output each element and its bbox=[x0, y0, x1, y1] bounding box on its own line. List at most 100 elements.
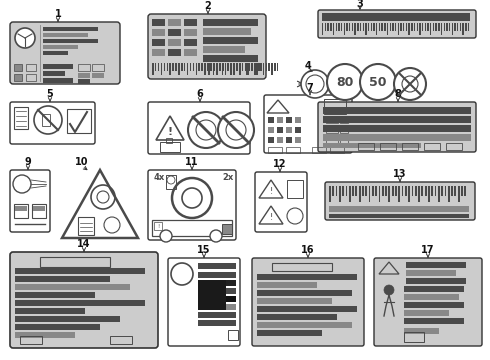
Bar bbox=[203, 28, 251, 35]
Bar bbox=[196, 63, 197, 75]
Bar bbox=[227, 63, 229, 71]
Bar bbox=[425, 186, 426, 196]
Bar bbox=[259, 63, 261, 71]
Bar bbox=[323, 134, 471, 141]
Bar bbox=[449, 23, 450, 31]
Bar bbox=[42, 114, 50, 126]
Bar bbox=[443, 23, 445, 31]
Bar bbox=[222, 63, 223, 71]
Bar bbox=[408, 186, 410, 202]
Bar bbox=[198, 320, 236, 326]
Bar bbox=[392, 186, 393, 196]
Bar bbox=[257, 314, 337, 320]
Bar bbox=[352, 23, 353, 31]
Text: 11: 11 bbox=[185, 157, 199, 167]
Bar bbox=[454, 186, 456, 196]
Bar bbox=[78, 79, 90, 84]
Bar bbox=[78, 73, 90, 78]
Text: 9: 9 bbox=[24, 157, 31, 167]
Circle shape bbox=[91, 185, 115, 209]
Bar bbox=[43, 64, 73, 69]
Bar bbox=[269, 63, 270, 71]
Bar bbox=[198, 288, 236, 294]
Text: 5: 5 bbox=[47, 89, 53, 99]
Bar bbox=[184, 29, 197, 36]
Text: 17: 17 bbox=[421, 245, 435, 255]
Bar bbox=[193, 63, 194, 71]
Bar bbox=[385, 186, 387, 196]
Text: 4: 4 bbox=[305, 61, 311, 71]
Bar bbox=[404, 310, 449, 316]
Bar bbox=[257, 63, 259, 71]
Bar bbox=[14, 107, 28, 129]
Bar bbox=[362, 186, 364, 196]
Bar bbox=[414, 23, 415, 31]
Bar bbox=[198, 272, 236, 278]
Bar bbox=[380, 143, 396, 150]
Bar bbox=[92, 73, 104, 78]
Bar bbox=[257, 282, 317, 288]
Bar bbox=[15, 284, 130, 290]
Text: 16: 16 bbox=[301, 245, 315, 255]
Bar bbox=[326, 137, 338, 143]
Circle shape bbox=[394, 68, 426, 100]
Bar bbox=[404, 286, 464, 292]
FancyBboxPatch shape bbox=[10, 22, 120, 84]
Bar bbox=[67, 109, 91, 133]
Text: 3: 3 bbox=[357, 0, 364, 9]
Bar bbox=[219, 63, 220, 71]
Bar bbox=[323, 143, 421, 148]
Bar bbox=[322, 23, 323, 35]
Bar bbox=[376, 23, 377, 35]
Bar bbox=[452, 23, 453, 35]
Bar bbox=[387, 23, 388, 35]
Bar bbox=[365, 23, 367, 35]
Bar bbox=[257, 306, 357, 312]
Bar bbox=[167, 63, 168, 71]
Bar bbox=[338, 23, 340, 31]
Bar bbox=[406, 262, 466, 268]
Bar bbox=[257, 322, 352, 328]
Text: 1: 1 bbox=[54, 9, 61, 19]
Circle shape bbox=[172, 178, 212, 218]
Bar bbox=[390, 23, 391, 31]
Bar bbox=[295, 117, 301, 123]
Bar bbox=[372, 186, 374, 196]
Bar bbox=[404, 328, 439, 334]
Bar bbox=[392, 23, 393, 31]
Bar bbox=[178, 63, 180, 75]
Bar bbox=[168, 29, 181, 36]
Bar bbox=[378, 186, 380, 202]
Bar bbox=[43, 71, 65, 76]
Bar bbox=[277, 127, 283, 133]
Bar bbox=[431, 186, 433, 196]
Bar bbox=[271, 63, 273, 75]
Bar bbox=[43, 33, 88, 37]
Bar bbox=[168, 39, 181, 46]
Bar bbox=[295, 127, 301, 133]
Bar bbox=[370, 23, 372, 31]
Bar bbox=[211, 63, 212, 71]
Bar bbox=[233, 63, 235, 71]
Bar bbox=[15, 206, 27, 211]
Bar bbox=[340, 137, 348, 143]
Text: !: ! bbox=[270, 213, 272, 222]
Bar bbox=[441, 23, 442, 35]
Bar bbox=[363, 23, 364, 31]
Bar bbox=[225, 63, 226, 75]
Circle shape bbox=[210, 230, 222, 242]
Bar bbox=[190, 63, 191, 71]
Bar bbox=[166, 138, 172, 143]
Bar bbox=[329, 214, 469, 218]
Bar bbox=[217, 63, 218, 75]
Bar bbox=[233, 63, 235, 75]
Bar bbox=[277, 117, 283, 123]
Bar bbox=[210, 63, 212, 71]
Bar bbox=[198, 280, 226, 310]
Bar bbox=[175, 63, 177, 71]
Bar bbox=[349, 186, 351, 202]
Bar bbox=[342, 186, 344, 196]
Bar bbox=[152, 49, 165, 56]
Bar bbox=[373, 23, 375, 31]
Bar bbox=[152, 19, 165, 26]
